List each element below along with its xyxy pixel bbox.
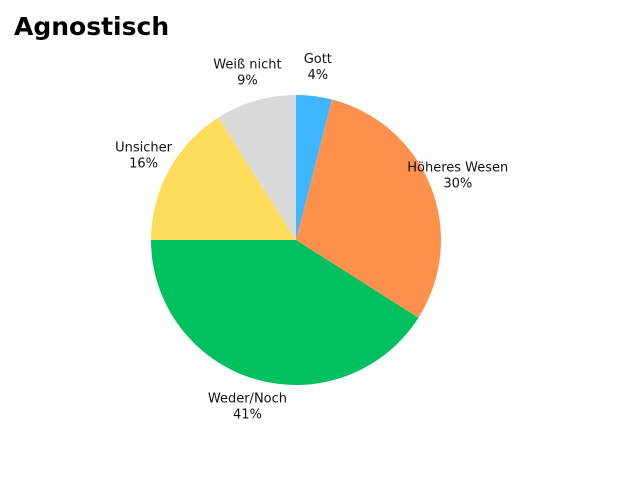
value-label: 4%: [307, 68, 328, 83]
slice-label: Höheres Wesen: [407, 160, 508, 175]
pie-slice: [218, 95, 296, 240]
slice-label: Weiß nicht: [213, 57, 281, 72]
slice-label: Unsicher: [115, 141, 173, 156]
slice-label: Gott: [304, 52, 332, 67]
pie-slice: [296, 99, 441, 318]
pie-slice: [151, 240, 419, 385]
pie-slice: [151, 117, 296, 240]
value-label: 41%: [233, 408, 262, 423]
chart-title: Agnostisch: [14, 12, 169, 41]
value-label: 9%: [237, 73, 258, 88]
pie-slice: [296, 95, 333, 240]
value-label: 16%: [129, 157, 158, 172]
slice-label: Weder/Noch: [208, 392, 287, 407]
value-label: 30%: [443, 176, 472, 191]
